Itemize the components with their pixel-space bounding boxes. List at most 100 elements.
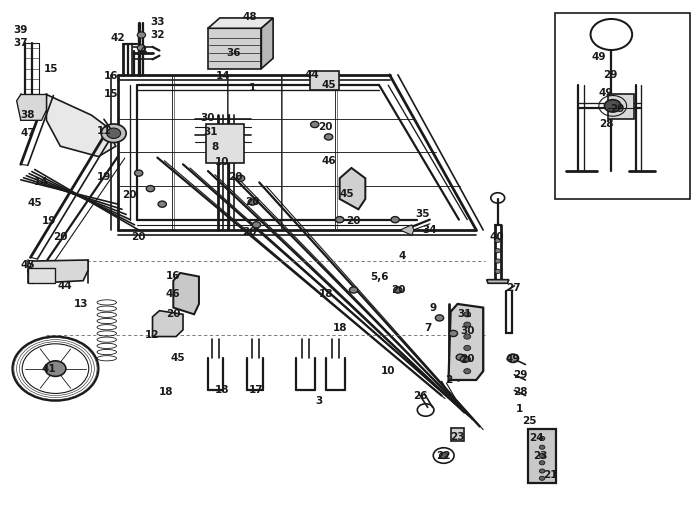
Text: 31: 31 (203, 127, 218, 137)
Text: 27: 27 (506, 283, 521, 293)
Polygon shape (173, 273, 199, 314)
Text: 19: 19 (97, 172, 111, 182)
Text: 28: 28 (599, 120, 613, 129)
Text: 31: 31 (457, 309, 472, 319)
Text: 22: 22 (436, 450, 451, 461)
Text: 30: 30 (200, 113, 215, 123)
Text: 20: 20 (166, 309, 180, 319)
Circle shape (134, 170, 143, 176)
Text: 1: 1 (516, 404, 523, 414)
Polygon shape (208, 18, 273, 28)
Circle shape (507, 354, 519, 362)
Bar (450, 428, 464, 441)
Text: 34: 34 (422, 225, 437, 235)
Text: 11: 11 (97, 126, 111, 136)
Text: 4: 4 (398, 251, 406, 261)
Bar (310, 71, 339, 90)
Text: 18: 18 (159, 387, 173, 397)
Text: 29: 29 (513, 370, 527, 380)
Text: 41: 41 (41, 363, 56, 373)
Text: 2: 2 (445, 375, 452, 385)
Text: 45: 45 (171, 353, 185, 363)
Circle shape (460, 356, 468, 362)
Circle shape (394, 287, 402, 293)
Text: 9: 9 (429, 303, 436, 313)
Polygon shape (400, 225, 414, 235)
Text: 1: 1 (248, 83, 256, 93)
Text: 36: 36 (226, 48, 241, 58)
Text: 40: 40 (490, 232, 505, 242)
Text: 5,6: 5,6 (370, 271, 388, 281)
Text: 46: 46 (322, 155, 336, 166)
Text: 14: 14 (216, 71, 230, 82)
Text: 10: 10 (381, 366, 395, 376)
Circle shape (45, 361, 66, 376)
Text: 20: 20 (132, 232, 146, 242)
Polygon shape (448, 304, 483, 380)
Text: 35: 35 (416, 210, 430, 219)
Bar (28, 268, 56, 283)
Circle shape (464, 357, 470, 362)
Text: 20: 20 (245, 197, 260, 207)
Text: 44: 44 (58, 281, 72, 291)
Polygon shape (208, 28, 261, 69)
Text: 13: 13 (74, 299, 88, 309)
Circle shape (464, 369, 470, 374)
Text: 29: 29 (603, 70, 617, 80)
Circle shape (539, 461, 545, 465)
Bar (528, 429, 556, 484)
Text: 45: 45 (27, 198, 42, 208)
Circle shape (391, 216, 400, 223)
Circle shape (495, 259, 500, 263)
Polygon shape (261, 18, 273, 69)
Text: 16: 16 (104, 71, 118, 82)
Text: 20: 20 (460, 354, 475, 365)
Circle shape (137, 45, 145, 51)
Circle shape (539, 436, 545, 440)
Text: 37: 37 (13, 38, 28, 48)
Text: 29: 29 (610, 104, 624, 114)
Polygon shape (17, 95, 47, 120)
Text: 42: 42 (111, 33, 125, 43)
Text: 47: 47 (20, 128, 35, 138)
Circle shape (464, 334, 470, 339)
Circle shape (464, 311, 470, 317)
Text: 49: 49 (506, 354, 520, 365)
Text: 17: 17 (249, 385, 264, 395)
Polygon shape (152, 310, 183, 336)
Text: 20: 20 (122, 190, 137, 200)
Circle shape (495, 249, 500, 253)
Polygon shape (487, 280, 509, 283)
Polygon shape (47, 95, 116, 157)
Text: 18: 18 (214, 385, 229, 395)
Text: 20: 20 (390, 285, 405, 295)
Circle shape (435, 315, 443, 321)
Bar (555, 13, 690, 199)
Circle shape (335, 216, 344, 223)
Text: 45: 45 (340, 189, 354, 199)
Text: 26: 26 (413, 391, 428, 400)
Text: 8: 8 (212, 142, 219, 152)
Text: 20: 20 (347, 216, 361, 226)
Text: 30: 30 (460, 327, 475, 336)
Circle shape (464, 345, 470, 350)
Circle shape (237, 175, 245, 181)
Text: 28: 28 (513, 387, 527, 397)
Circle shape (495, 269, 500, 274)
Text: 18: 18 (333, 323, 347, 333)
Text: 23: 23 (533, 450, 548, 461)
Text: 20: 20 (319, 122, 333, 132)
Text: 24: 24 (529, 434, 544, 444)
Text: 38: 38 (20, 110, 35, 120)
Text: 7: 7 (424, 323, 432, 333)
Text: 16: 16 (166, 270, 180, 280)
Circle shape (449, 330, 457, 336)
Circle shape (456, 354, 464, 360)
Text: 21: 21 (543, 470, 557, 479)
Circle shape (310, 121, 319, 127)
Text: 25: 25 (523, 417, 537, 426)
Text: 4: 4 (140, 46, 147, 56)
Text: 45: 45 (322, 80, 336, 90)
Bar (206, 124, 244, 163)
Text: 20: 20 (228, 172, 243, 182)
